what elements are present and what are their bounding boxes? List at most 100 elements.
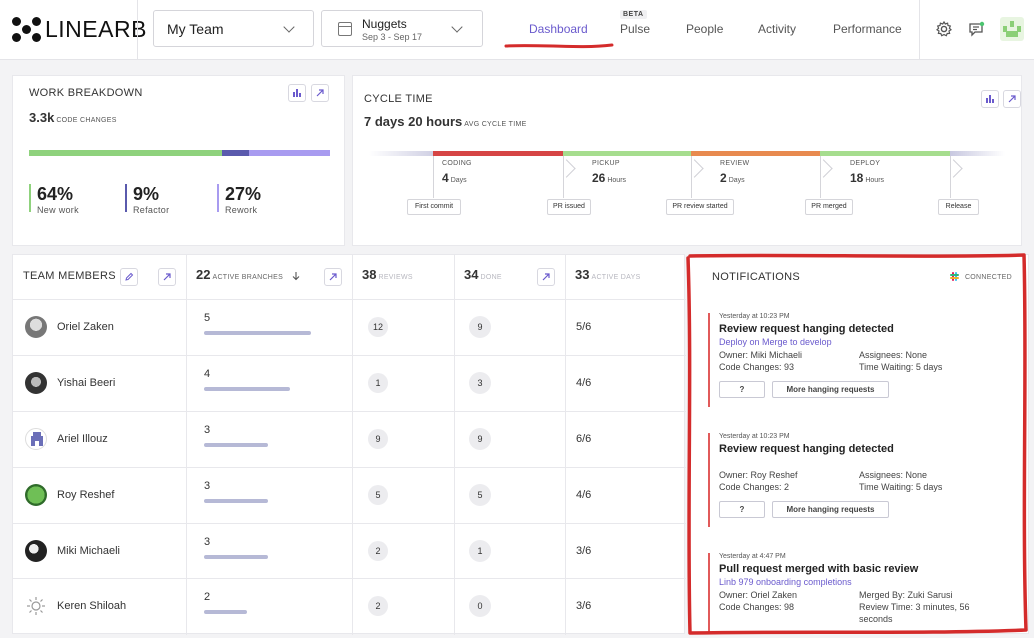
team-selector[interactable]: My Team xyxy=(153,10,314,47)
stage-name: PICKUP xyxy=(592,160,620,167)
stage-coding[interactable]: CODING 4 Days xyxy=(442,160,472,185)
column-divider xyxy=(186,255,187,635)
date-range-selector[interactable]: Nuggets Sep 3 - Sep 17 xyxy=(321,10,483,47)
reviews-count[interactable]: 9 xyxy=(368,429,388,449)
member-name[interactable]: Keren Shiloah xyxy=(57,600,127,612)
avatar xyxy=(25,540,47,562)
event-pr-issued: PR issued xyxy=(547,199,591,215)
help-button[interactable]: ? xyxy=(719,381,765,398)
notification-link[interactable]: Linb 979 onboarding completions xyxy=(719,577,852,587)
event-first-commit: First commit xyxy=(407,199,461,215)
notification-title: Review request hanging detected xyxy=(719,443,894,455)
expand-button[interactable] xyxy=(311,84,329,102)
stage-divider xyxy=(563,156,564,198)
member-name[interactable]: Roy Reshef xyxy=(57,489,115,501)
arrow-up-right-icon xyxy=(316,89,324,97)
notification-link[interactable] xyxy=(719,457,1018,468)
member-name[interactable]: Oriel Zaken xyxy=(57,321,114,333)
row-divider xyxy=(13,355,686,356)
notification-time: Yesterday at 10:23 PM xyxy=(719,433,790,440)
more-hanging-requests-button[interactable]: More hanging requests xyxy=(772,381,889,398)
stage-value: 26 Hours xyxy=(592,171,627,185)
arrow-up-right-icon xyxy=(1008,95,1016,103)
member-name[interactable]: Ariel Illouz xyxy=(57,433,108,445)
stage-pickup[interactable]: PICKUP 26 Hours xyxy=(592,160,626,185)
linearb-logo[interactable]: LINEARB xyxy=(12,16,147,43)
refactor-pct: 9% xyxy=(133,184,160,204)
stage-deploy[interactable]: DEPLOY 18 Hours xyxy=(850,160,884,185)
member-name[interactable]: Miki Michaeli xyxy=(57,545,120,557)
edit-team-button[interactable] xyxy=(120,268,138,286)
row-divider xyxy=(13,411,686,412)
done-header[interactable]: 34 DONE xyxy=(464,267,502,282)
done-count[interactable]: 9 xyxy=(469,428,491,450)
column-divider xyxy=(352,255,353,635)
done-count[interactable]: 5 xyxy=(469,484,491,506)
tab-performance[interactable]: Performance xyxy=(833,22,902,36)
avatar xyxy=(25,428,47,450)
tab-pulse[interactable]: Pulse xyxy=(620,22,651,36)
reviews-count[interactable]: 12 xyxy=(368,317,388,337)
chart-view-button[interactable] xyxy=(981,90,999,108)
branches-count: 4 xyxy=(204,368,211,380)
notification-link[interactable]: Deploy on Merge to develop xyxy=(719,337,832,347)
row-divider xyxy=(13,467,686,468)
reviews-header[interactable]: 38 REVIEWS xyxy=(362,267,413,282)
notification-title: Review request hanging detected xyxy=(719,323,894,335)
tab-activity[interactable]: Activity xyxy=(758,22,797,36)
message-icon[interactable] xyxy=(967,20,985,38)
cycle-time-card: CYCLE TIME 7 days 20 hours AVG CYCLE TIME… xyxy=(352,75,1022,246)
chart-view-button[interactable] xyxy=(288,84,306,102)
coding-segment xyxy=(433,151,563,156)
expand-button[interactable] xyxy=(324,268,342,286)
done-count[interactable]: 9 xyxy=(469,316,491,338)
stage-review[interactable]: REVIEW 2 Days xyxy=(720,160,749,185)
rework-segment xyxy=(248,150,330,156)
done-count[interactable]: 0 xyxy=(469,595,491,617)
expand-button[interactable] xyxy=(1003,90,1021,108)
reviews-count[interactable]: 5 xyxy=(368,485,388,505)
notification-details: Owner: Roy Reshef Code Changes: 2 Assigne… xyxy=(719,470,943,492)
more-hanging-requests-button[interactable]: More hanging requests xyxy=(772,501,889,518)
notification-item[interactable]: Yesterday at 10:23 PM Review request han… xyxy=(708,433,1018,527)
team-avatar[interactable] xyxy=(1000,17,1024,41)
row-divider xyxy=(13,578,686,579)
arrow-up-right-icon xyxy=(329,273,337,281)
work-breakdown-title: WORK BREAKDOWN xyxy=(29,87,143,99)
sort-down-icon[interactable] xyxy=(291,271,301,281)
done-count[interactable]: 3 xyxy=(469,372,491,394)
chevron-right-icon xyxy=(944,159,963,178)
help-button[interactable]: ? xyxy=(719,501,765,518)
work-breakdown-card: WORK BREAKDOWN 3.3k CODE CHANGES 64% New … xyxy=(12,75,345,246)
branches-bar xyxy=(204,555,268,559)
branches-count: 3 xyxy=(204,480,211,492)
refactor-stat: 9% Refactor xyxy=(125,184,169,215)
branches-bar xyxy=(204,499,268,503)
active-days-header[interactable]: 33 ACTIVE DAYS xyxy=(575,267,641,282)
notifications-panel: NOTIFICATIONS CONNECTED Yesterday at 10:… xyxy=(689,254,1029,634)
branches-count: 5 xyxy=(204,312,211,324)
notification-item[interactable]: Yesterday at 4:47 PM Pull request merged… xyxy=(708,553,1018,633)
reviews-count[interactable]: 2 xyxy=(368,541,388,561)
done-count[interactable]: 1 xyxy=(469,540,491,562)
stage-name: DEPLOY xyxy=(850,160,881,167)
column-divider xyxy=(454,255,455,635)
stat-color-bar xyxy=(29,184,31,212)
expand-button[interactable] xyxy=(537,268,555,286)
active-days: 6/6 xyxy=(576,433,592,445)
active-branches-header[interactable]: 22 ACTIVE BRANCHES xyxy=(196,267,284,282)
expand-button[interactable] xyxy=(158,268,176,286)
reviews-count[interactable]: 1 xyxy=(368,373,388,393)
stat-color-bar xyxy=(217,184,219,212)
gear-icon[interactable] xyxy=(935,20,953,38)
notifications-title: NOTIFICATIONS xyxy=(712,271,801,283)
notification-details: Owner: Miki Michaeli Code Changes: 93 Ass… xyxy=(719,350,943,372)
reviews-count[interactable]: 2 xyxy=(368,596,388,616)
active-days: 4/6 xyxy=(576,489,592,501)
notification-title: Pull request merged with basic review xyxy=(719,563,919,575)
notification-item[interactable]: Yesterday at 10:23 PM Review request han… xyxy=(708,313,1018,407)
member-name[interactable]: Yishai Beeri xyxy=(57,377,116,389)
tab-people[interactable]: People xyxy=(686,22,724,36)
tab-dashboard[interactable]: Dashboard xyxy=(529,22,588,36)
stage-divider xyxy=(433,156,434,198)
